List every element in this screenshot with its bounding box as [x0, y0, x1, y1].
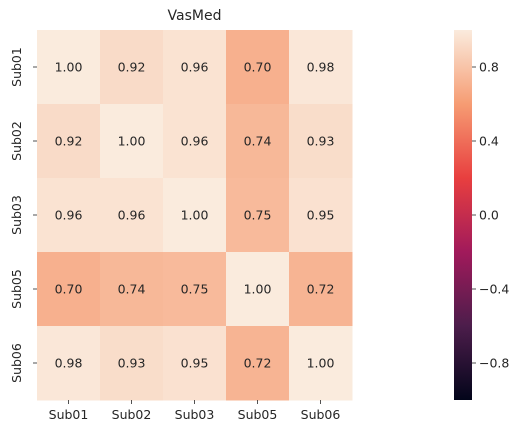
cell-value-label: 0.95 [307, 208, 335, 223]
colorbar-tick-label: 0.0 [479, 208, 499, 223]
heatmap-cell [100, 326, 164, 401]
heatmap-cell [289, 30, 353, 105]
cell-value-label: 0.70 [55, 282, 83, 297]
heatmap-cell [163, 326, 227, 401]
y-tick-label: Sub02 [9, 121, 24, 161]
cell-value-label: 0.74 [118, 282, 146, 297]
cell-value-label: 1.00 [307, 356, 335, 371]
cell-value-label: 0.96 [181, 60, 209, 75]
cell-value-label: 0.74 [244, 134, 272, 149]
cell-value-label: 0.92 [55, 134, 83, 149]
cell-value-label: 0.98 [55, 356, 83, 371]
heatmap-cell [226, 30, 290, 105]
cell-value-label: 0.72 [307, 282, 335, 297]
cell-value-label: 1.00 [118, 134, 146, 149]
x-tick-label: Sub02 [112, 407, 152, 422]
colorbar-gradient [454, 30, 472, 400]
heatmap-cell [163, 30, 227, 105]
chart-title: VasMed [168, 8, 222, 24]
cell-value-label: 0.75 [244, 208, 272, 223]
heatmap-cell [226, 252, 290, 327]
heatmap-cell [163, 252, 227, 327]
y-tick-label: Sub05 [9, 269, 24, 309]
y-tick-label: Sub01 [9, 47, 24, 87]
cell-value-label: 1.00 [181, 208, 209, 223]
heatmap-cells: 1.00 0.92 0.96 0.70 0.98 0.92 1.00 0.96 0.74 0.93… [37, 30, 353, 401]
colorbar-tick-label: −0.4 [479, 282, 509, 297]
y-axis: Sub01 Sub02 Sub03 Sub05 Sub06 [9, 47, 37, 383]
heatmap-cell [289, 178, 353, 253]
cell-value-label: 0.72 [244, 356, 272, 371]
heatmap-cell [226, 178, 290, 253]
x-axis: Sub01 Sub02 Sub03 Sub05 Sub06 [49, 400, 341, 422]
heatmap-cell [37, 326, 101, 401]
colorbar-tick-label: 0.8 [479, 60, 499, 75]
cell-value-label: 0.96 [181, 134, 209, 149]
colorbar-tick-label: −0.8 [479, 356, 509, 371]
cell-value-label: 0.93 [307, 134, 335, 149]
cell-value-label: 0.75 [181, 282, 209, 297]
cell-value-label: 0.98 [307, 60, 335, 75]
x-tick-label: Sub06 [301, 407, 341, 422]
heatmap-cell [226, 104, 290, 179]
colorbar-tick-label: 0.4 [479, 134, 499, 149]
cell-value-label: 0.70 [244, 60, 272, 75]
heatmap-cell [37, 30, 101, 105]
cell-value-label: 0.96 [118, 208, 146, 223]
x-tick-label: Sub03 [175, 407, 215, 422]
heatmap-cell [163, 178, 227, 253]
cell-value-label: 0.96 [55, 208, 83, 223]
colorbar: 0.8 0.4 0.0 −0.4 −0.8 [454, 30, 509, 400]
y-tick-label: Sub03 [9, 195, 24, 235]
cell-value-label: 0.92 [118, 60, 146, 75]
cell-value-label: 1.00 [55, 60, 83, 75]
heatmap-cell [289, 104, 353, 179]
heatmap-cell [100, 30, 164, 105]
x-tick-label: Sub01 [49, 407, 89, 422]
y-tick-label: Sub06 [9, 343, 24, 383]
heatmap-cell [37, 104, 101, 179]
heatmap-cell [100, 178, 164, 253]
heatmap-cell [226, 326, 290, 401]
x-tick-label: Sub05 [238, 407, 278, 422]
cell-value-label: 1.00 [244, 282, 272, 297]
heatmap-cell [100, 252, 164, 327]
heatmap-cell [37, 252, 101, 327]
cell-value-label: 0.95 [181, 356, 209, 371]
heatmap-cell [289, 326, 353, 401]
cell-value-label: 0.93 [118, 356, 146, 371]
heatmap-cell [37, 178, 101, 253]
heatmap-cell [163, 104, 227, 179]
heatmap-cell [289, 252, 353, 327]
heatmap-cell [100, 104, 164, 179]
